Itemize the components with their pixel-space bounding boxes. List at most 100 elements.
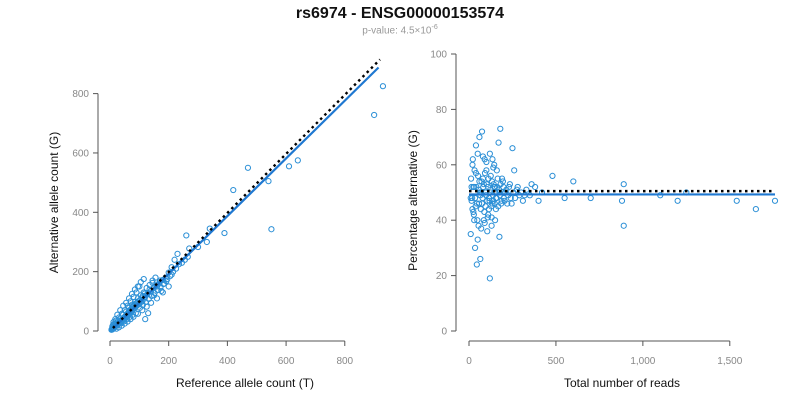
data-point [471,217,478,224]
data-point [470,208,477,215]
data-point [491,183,498,191]
x-axis-title: Total number of reads [564,376,680,390]
y-tick-label: 20 [436,271,448,282]
y-tick-label: 200 [72,267,89,278]
data-point [481,170,489,177]
data-point [140,275,147,283]
data-point [371,111,378,119]
data-point [125,304,133,311]
data-point [490,164,497,171]
y-tick-label: 60 [436,160,448,171]
data-point [265,178,272,185]
data-point [528,181,535,188]
data-point [469,156,476,163]
data-point [474,236,481,243]
data-point [478,225,485,232]
data-point [183,232,190,239]
data-point [488,222,495,229]
data-point [171,256,178,263]
data-point [523,186,530,193]
data-point [474,150,481,157]
data-point [474,217,481,224]
data-point [508,200,515,207]
data-point [771,197,779,204]
data-point [486,275,493,282]
x-tick-label: 0 [107,356,113,367]
x-axis-title: Reference allele count (T) [176,376,314,390]
data-point [471,167,478,174]
data-point [477,255,484,263]
data-point [489,200,496,207]
data-point [221,229,228,237]
x-tick-label: 1,000 [630,356,655,367]
y-axis-title: Alternative allele count (G) [47,132,61,273]
data-point [230,186,237,194]
x-tick-label: 800 [336,356,353,367]
data-point [203,238,210,246]
data-point [620,222,627,229]
data-point [486,150,493,157]
data-point [472,142,480,149]
data-point [487,186,494,193]
data-point [142,316,149,323]
y-tick-label: 100 [430,50,447,61]
data-point [133,289,140,296]
data-point [478,200,486,207]
data-point [561,194,568,202]
data-point [509,145,516,152]
data-point [474,172,482,179]
data-point [513,186,520,193]
data-point [117,307,124,314]
data-point [674,197,681,204]
data-point [494,175,501,182]
data-point [477,206,484,213]
data-point [159,289,166,296]
data-point [143,284,150,292]
x-tick-label: 200 [160,356,177,367]
data-point [489,156,496,163]
data-point [244,164,252,171]
data-point [475,186,482,193]
pvalue-text: p-value: 4.5×10 [362,25,432,37]
data-point [514,183,521,191]
data-point [468,183,475,191]
y-tick-label: 600 [72,148,89,159]
data-point [491,217,499,224]
data-point [511,167,518,174]
data-point [476,178,483,185]
data-point [268,226,275,233]
y-tick-label: 400 [72,208,89,219]
data-point [549,172,556,179]
data-point [467,175,475,182]
x-tick-label: 400 [219,356,236,367]
figure-title: rs6974 - ENSG00000153574 [295,5,505,22]
data-point [136,283,143,290]
data-point [484,214,491,221]
data-point [496,233,503,240]
data-point [475,200,483,207]
x-tick-label: 0 [466,356,472,367]
data-point [497,125,504,132]
data-point [145,310,152,317]
data-point [493,167,500,174]
data-point [165,283,172,290]
data-point [379,83,387,90]
data-point [469,161,476,168]
data-point [491,161,498,168]
data-point [483,158,490,166]
x-tick-label: 500 [548,356,565,367]
data-point [479,153,487,160]
data-point [519,197,526,204]
data-point [470,183,477,191]
data-point [467,230,474,238]
data-point [175,261,183,268]
data-point [535,197,542,204]
data-point [484,228,491,235]
data-point [206,225,213,232]
data-point [570,178,577,185]
data-point [471,244,479,251]
data-point [174,250,181,257]
